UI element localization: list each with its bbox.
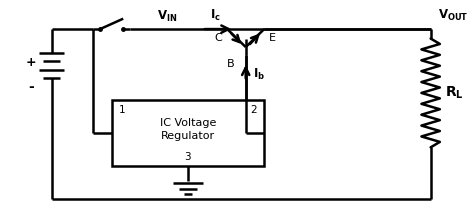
Text: E: E: [269, 33, 276, 42]
Text: B: B: [227, 59, 234, 69]
Text: IC Voltage
Regulator: IC Voltage Regulator: [160, 118, 216, 141]
Text: 2: 2: [251, 105, 257, 115]
Bar: [112, 100, 264, 166]
Text: $\mathbf{I_b}$: $\mathbf{I_b}$: [253, 67, 265, 81]
Text: -: -: [28, 80, 34, 94]
Text: $\mathbf{R_L}$: $\mathbf{R_L}$: [445, 85, 463, 101]
Text: $\mathbf{V_{OUT}}$: $\mathbf{V_{OUT}}$: [438, 8, 468, 23]
Text: $\mathbf{I_c}$: $\mathbf{I_c}$: [210, 8, 221, 23]
Text: $\mathbf{V_{IN}}$: $\mathbf{V_{IN}}$: [157, 9, 177, 24]
Text: 3: 3: [184, 152, 191, 162]
Text: C: C: [214, 33, 222, 42]
Text: 1: 1: [118, 105, 125, 115]
Text: +: +: [26, 56, 36, 69]
